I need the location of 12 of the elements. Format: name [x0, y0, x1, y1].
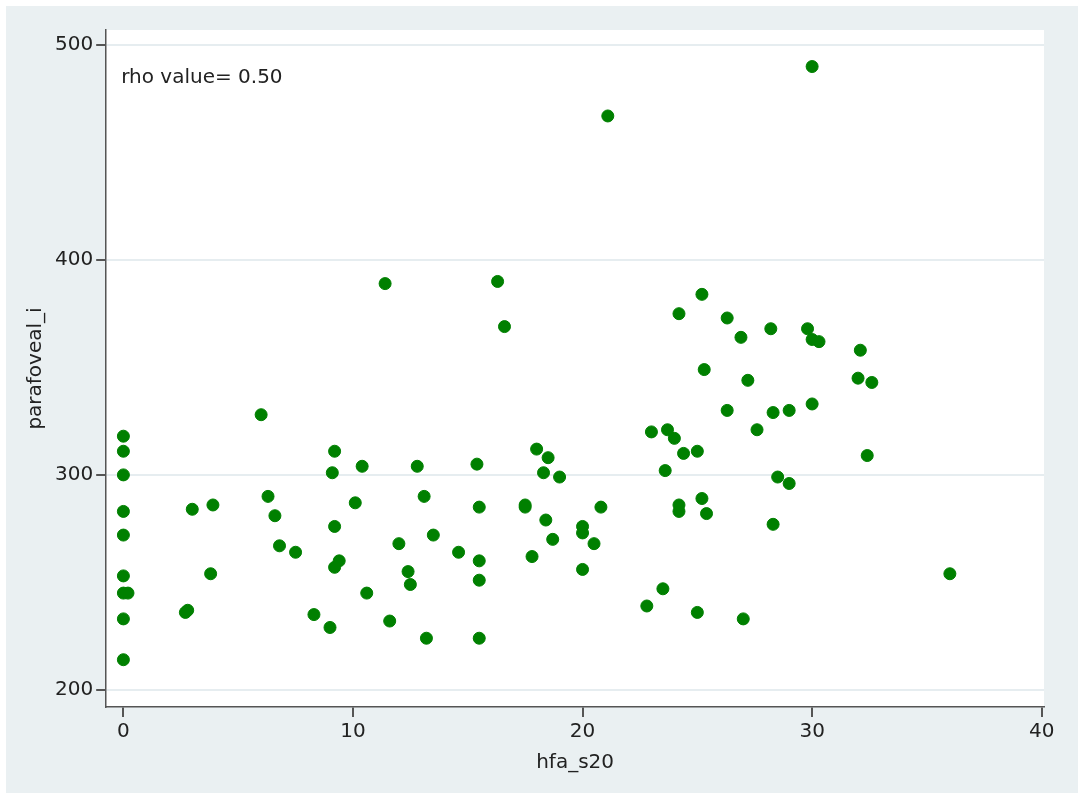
y-tick-label: 300 — [54, 461, 94, 486]
x-axis-title: hfa_s20 — [536, 749, 615, 774]
y-axis-title: parafoveal_i — [22, 307, 47, 430]
annotation: rho value= 0.50 — [121, 64, 283, 89]
x-tick-label: 10 — [340, 718, 366, 743]
y-tick-label: 500 — [54, 31, 94, 56]
y-tick-label: 400 — [54, 246, 94, 271]
x-tick-label: 40 — [1028, 718, 1055, 743]
x-tick-label: 30 — [799, 718, 825, 743]
y-tick-label: 200 — [54, 676, 94, 701]
x-tick-label: 20 — [569, 718, 596, 743]
x-tick-label: 0 — [117, 718, 130, 743]
